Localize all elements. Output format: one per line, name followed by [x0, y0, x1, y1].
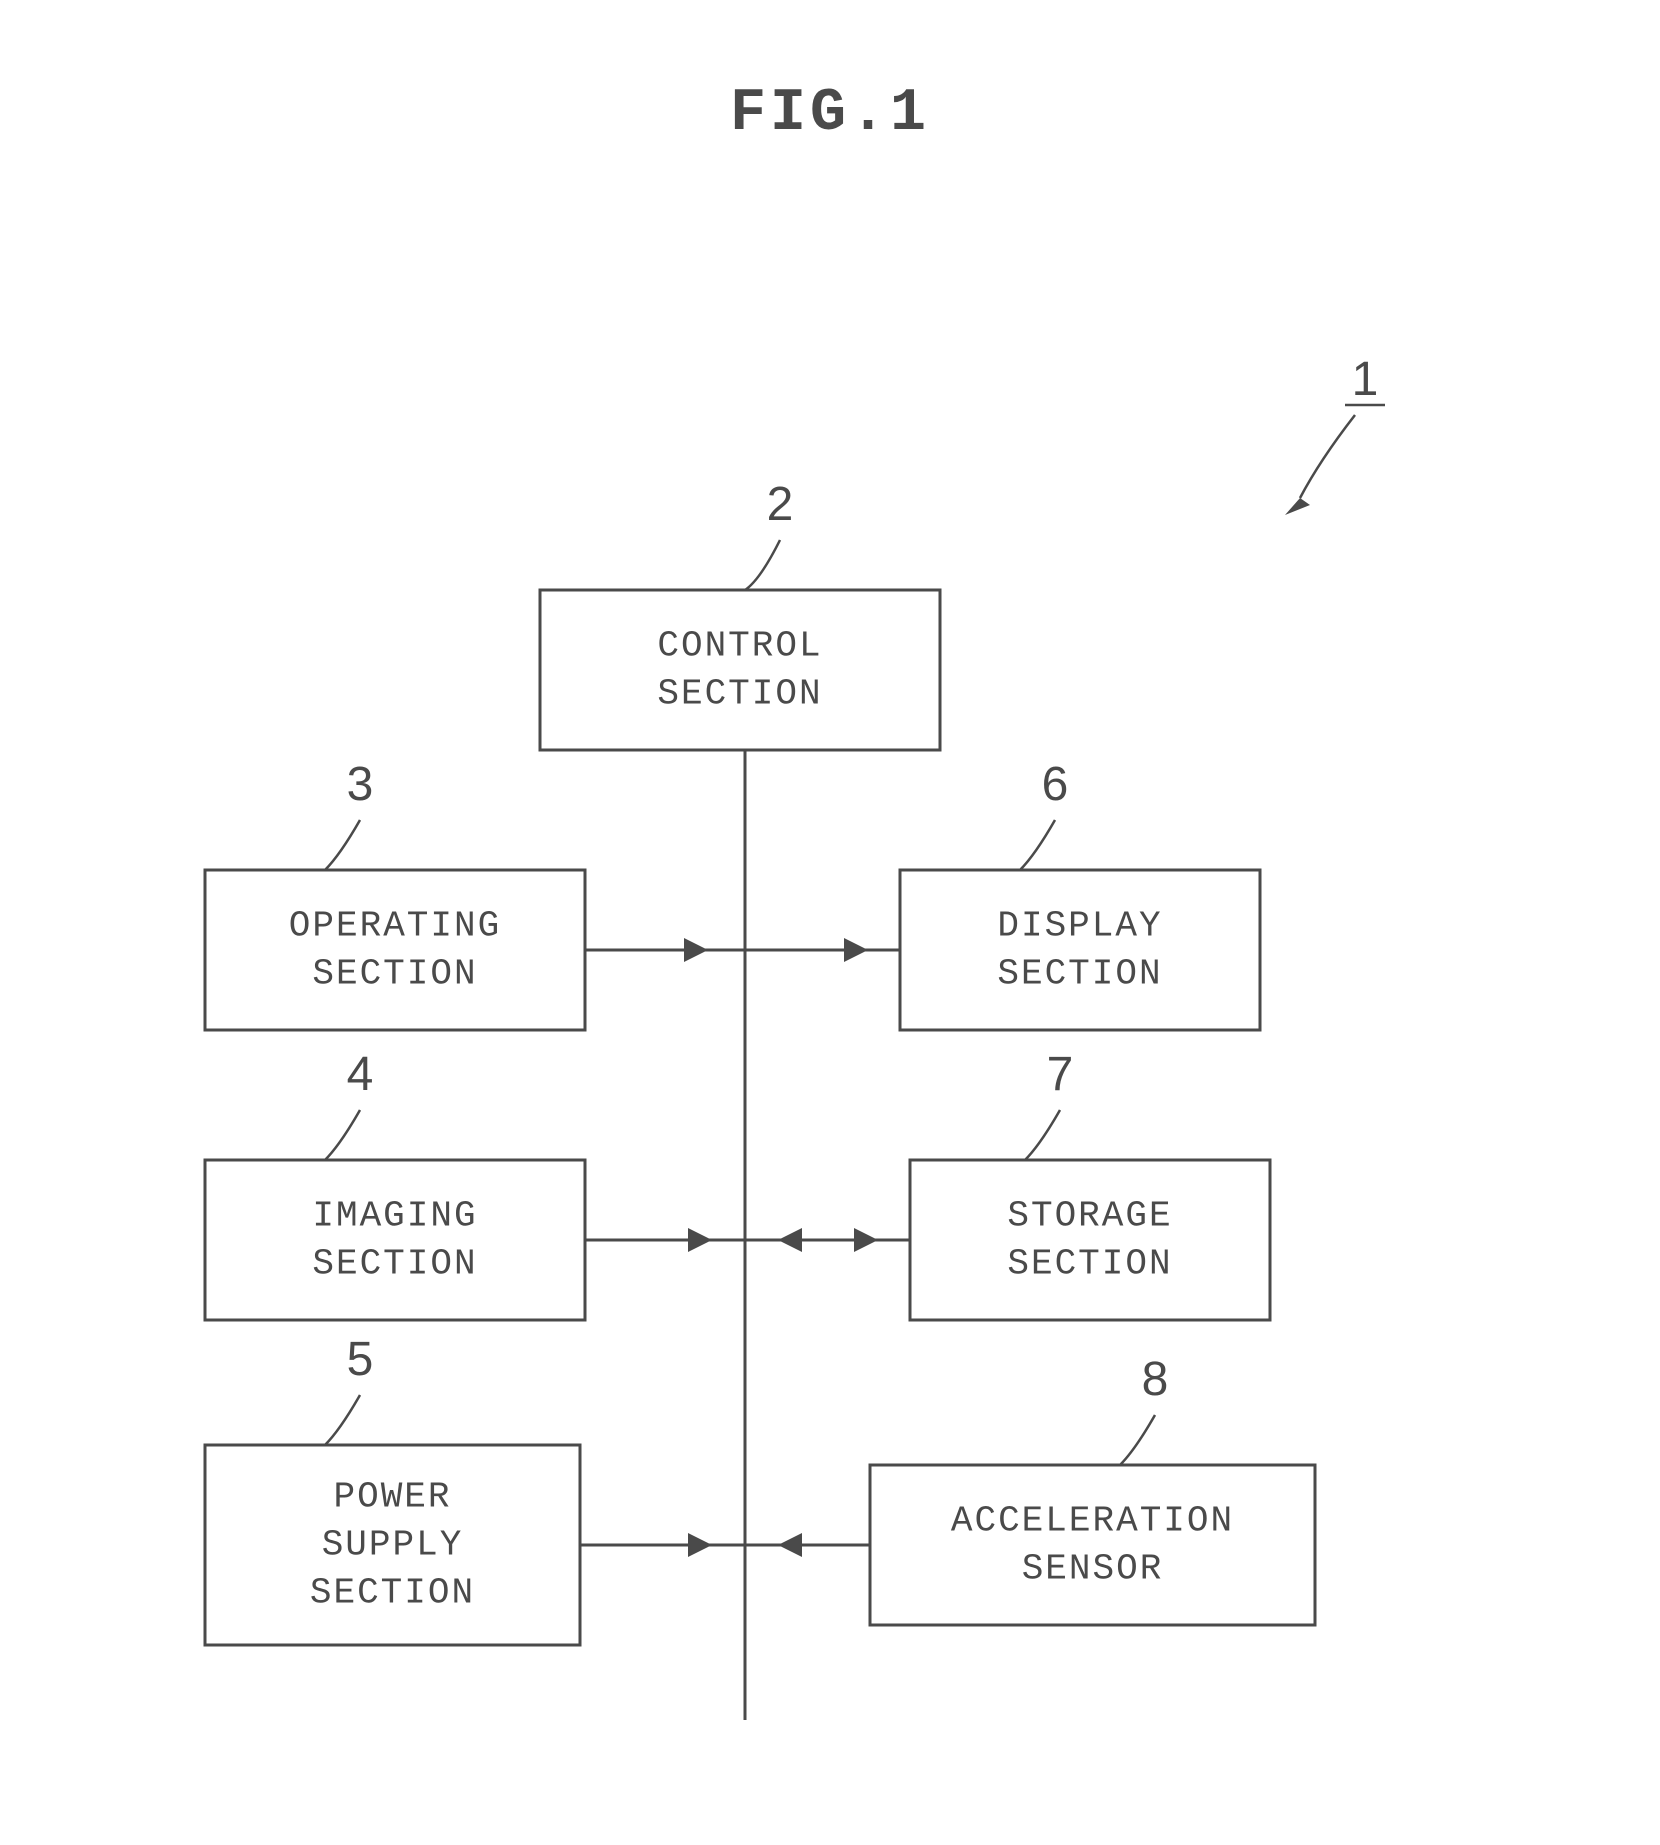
system-ref: 1: [1285, 353, 1385, 515]
ref-acceleration: 8: [1142, 1353, 1169, 1406]
block-control: CONTROL SECTION 2: [540, 478, 940, 750]
diagram-svg: CONTROL SECTION 2 OPERATING SECTION 3 IMAGING S…: [0, 0, 1660, 1845]
block-display-label: DISPLAY: [997, 906, 1162, 947]
block-display-label: SECTION: [997, 954, 1162, 995]
ref-power: 5: [347, 1333, 374, 1386]
block-control-label: SECTION: [657, 674, 822, 715]
ref-operating: 3: [347, 758, 374, 811]
ref-storage: 7: [1047, 1048, 1074, 1101]
block-operating: OPERATING SECTION 3: [205, 758, 585, 1030]
ref-imaging: 4: [347, 1048, 374, 1101]
block-imaging: IMAGING SECTION 4: [205, 1048, 585, 1320]
block-imaging-label: IMAGING: [312, 1196, 477, 1237]
block-storage: STORAGE SECTION 7: [910, 1048, 1270, 1320]
block-power-label: SUPPLY: [322, 1525, 464, 1566]
block-imaging-label: SECTION: [312, 1244, 477, 1285]
block-acceleration-label: SENSOR: [1022, 1549, 1164, 1590]
block-display: DISPLAY SECTION 6: [900, 758, 1260, 1030]
block-control-label: CONTROL: [657, 626, 822, 667]
system-ref-num: 1: [1352, 353, 1379, 406]
ref-control: 2: [767, 478, 794, 531]
block-storage-label: STORAGE: [1007, 1196, 1172, 1237]
block-operating-label: OPERATING: [289, 906, 501, 947]
block-power-label: SECTION: [310, 1573, 475, 1614]
block-storage-label: SECTION: [1007, 1244, 1172, 1285]
block-power: POWER SUPPLY SECTION 5: [205, 1333, 580, 1645]
block-operating-label: SECTION: [312, 954, 477, 995]
block-acceleration-label: ACCELERATION: [951, 1501, 1234, 1542]
block-power-label: POWER: [333, 1477, 451, 1518]
ref-display: 6: [1042, 758, 1069, 811]
block-acceleration: ACCELERATION SENSOR 8: [870, 1353, 1315, 1625]
